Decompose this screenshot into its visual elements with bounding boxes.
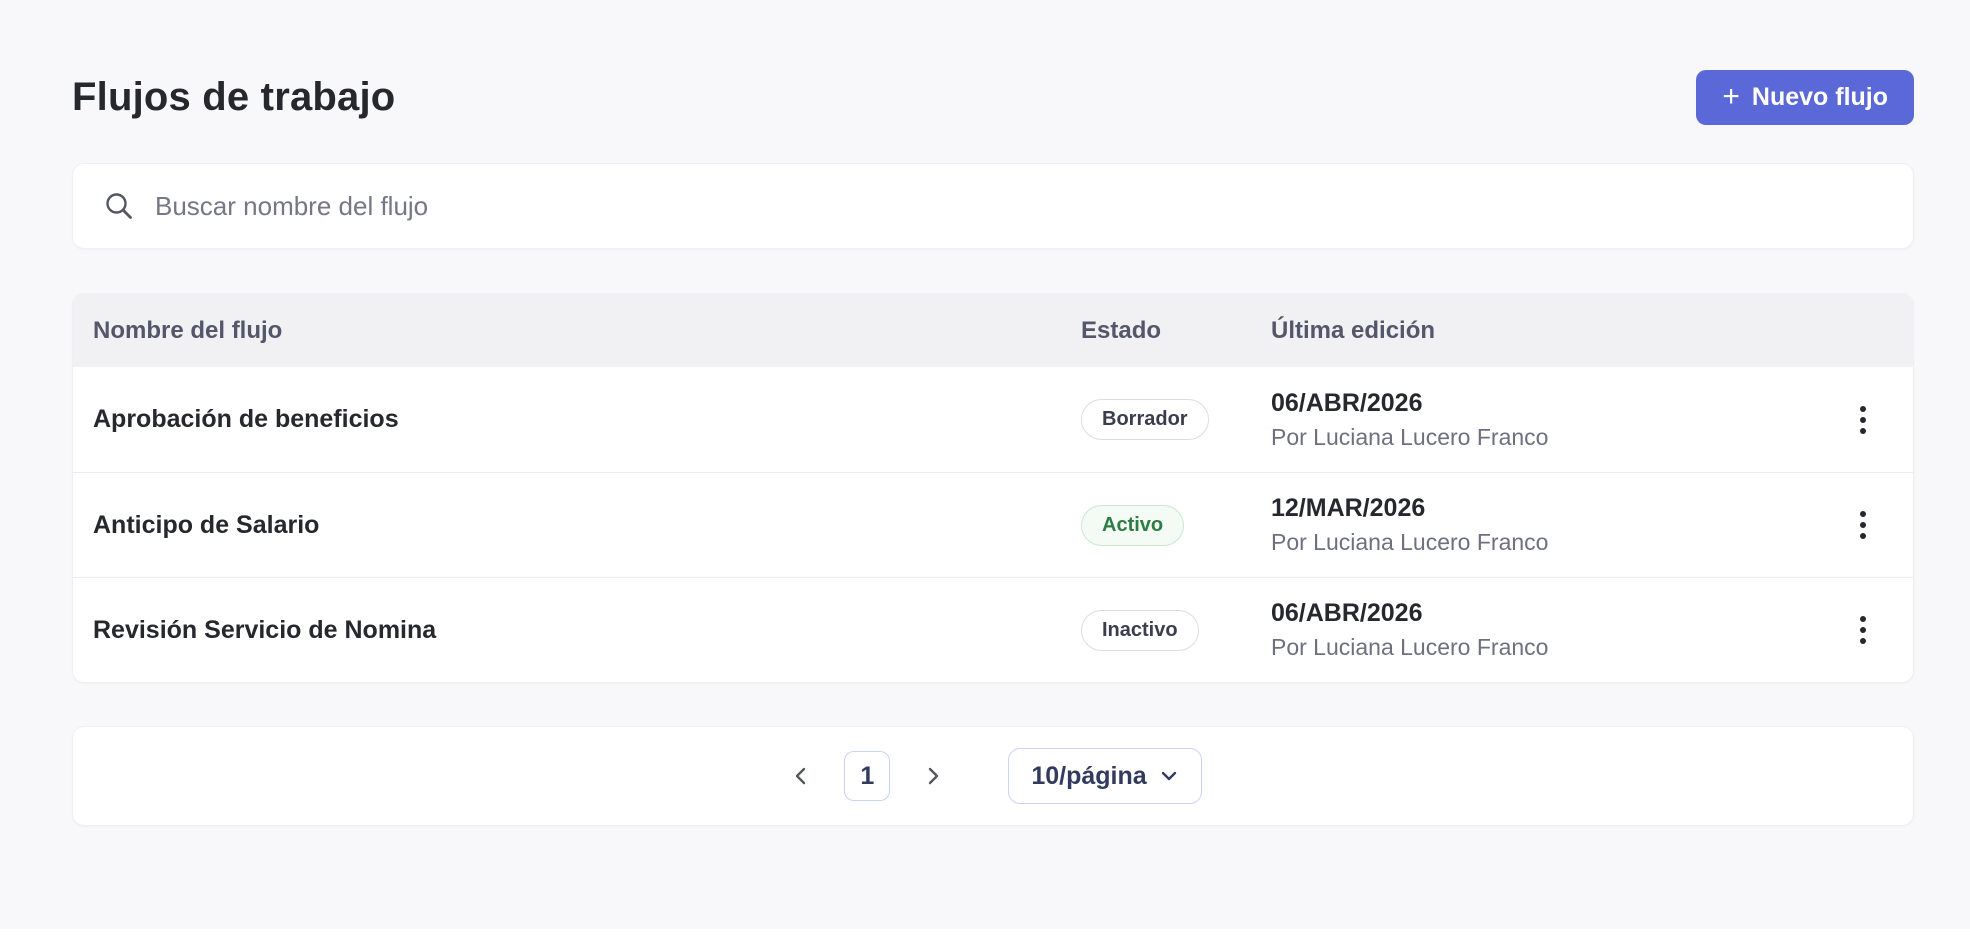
topbar: Flujos de trabajo + Nuevo flujo [72,70,1914,125]
search-input[interactable] [155,190,1883,222]
flow-name: Revisión Servicio de Nomina [93,615,437,644]
last-edited-cell: 06/ABR/2026 Por Luciana Lucero Franco [1271,599,1813,661]
table-header-row: Nombre del flujo Estado Última edición [73,294,1913,367]
search-bar [72,163,1914,249]
pager: 1 10/página [784,748,1202,804]
table-row[interactable]: Anticipo de Salario Activo 12/MAR/2026 P… [73,472,1913,577]
kebab-menu-icon[interactable] [1850,396,1876,444]
chevron-left-icon[interactable] [784,759,818,793]
new-flow-button[interactable]: + Nuevo flujo [1696,70,1914,125]
last-edited-cell: 12/MAR/2026 Por Luciana Lucero Franco [1271,494,1813,556]
footer-strip [0,929,1970,942]
table-row[interactable]: Revisión Servicio de Nomina Inactivo 06/… [73,577,1913,682]
new-flow-button-label: Nuevo flujo [1751,83,1888,111]
status-badge: Inactivo [1081,609,1199,651]
page-size-label: 10/página [1031,761,1147,790]
search-icon [103,190,135,222]
page-title: Flujos de trabajo [72,75,396,119]
column-header-last-edited: Última edición [1271,316,1436,344]
edited-date: 06/ABR/2026 [1271,388,1423,417]
plus-icon: + [1722,79,1740,113]
edited-by: Por Luciana Lucero Franco [1271,423,1549,450]
column-header-status: Estado [1081,316,1162,344]
status-badge: Borrador [1081,399,1209,440]
flow-name: Anticipo de Salario [93,510,320,539]
table-row[interactable]: Aprobación de beneficios Borrador 06/ABR… [73,367,1913,472]
pagination-bar: 1 10/página [72,726,1914,826]
edited-by: Por Luciana Lucero Franco [1271,529,1549,555]
edited-by: Por Luciana Lucero Franco [1271,634,1549,660]
column-header-name: Nombre del flujo [93,316,283,344]
kebab-menu-icon[interactable] [1850,501,1876,549]
last-edited-cell: 06/ABR/2026 Por Luciana Lucero Franco [1271,389,1813,451]
kebab-menu-icon[interactable] [1850,606,1876,654]
chevron-down-icon [1159,766,1179,786]
status-badge: Activo [1081,504,1185,546]
edited-date: 06/ABR/2026 [1271,599,1423,627]
chevron-right-icon[interactable] [916,759,950,793]
workflows-table: Nombre del flujo Estado Última edición A… [72,293,1914,683]
workflows-page: Flujos de trabajo + Nuevo flujo Nombre d… [72,70,1914,826]
page-number-button[interactable]: 1 [844,751,891,801]
edited-date: 12/MAR/2026 [1271,494,1426,522]
page-size-select[interactable]: 10/página [1008,748,1202,804]
flow-name: Aprobación de beneficios [93,405,399,433]
